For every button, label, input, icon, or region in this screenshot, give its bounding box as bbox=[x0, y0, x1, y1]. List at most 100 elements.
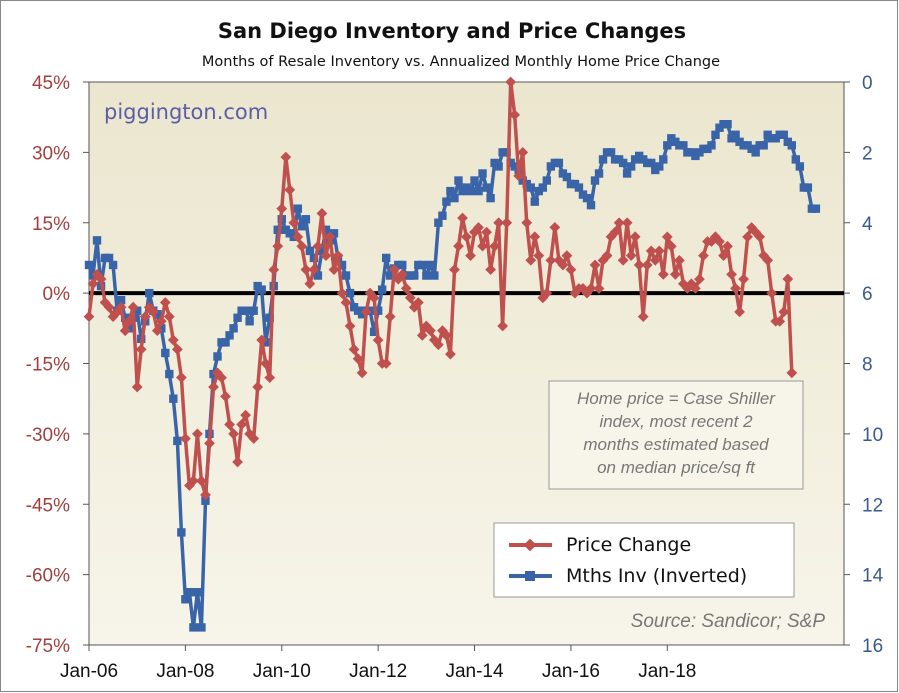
price-point bbox=[288, 217, 300, 229]
inventory-point bbox=[329, 229, 339, 238]
inventory-point bbox=[803, 183, 813, 192]
right-tick-label: 4 bbox=[862, 214, 873, 235]
inventory-point bbox=[309, 253, 319, 263]
series-line-0 bbox=[87, 80, 794, 497]
price-point bbox=[653, 245, 665, 257]
price-point bbox=[200, 489, 211, 501]
note-line-4: on median price/sq ft bbox=[597, 458, 756, 477]
price-point bbox=[171, 344, 183, 355]
inventory-point bbox=[751, 148, 760, 157]
price-point bbox=[690, 283, 701, 294]
inventory-point bbox=[723, 120, 732, 129]
inventory-point bbox=[381, 253, 391, 263]
inventory-point bbox=[108, 260, 118, 270]
inventory-point bbox=[345, 288, 355, 298]
inventory-point bbox=[598, 155, 608, 164]
price-point bbox=[778, 306, 790, 318]
legend: Price Change Mths Inv (Inverted) bbox=[493, 522, 795, 598]
price-point bbox=[224, 419, 235, 430]
inventory-point bbox=[173, 436, 182, 446]
right-axis: 0 2 4 6 8 10 12 14 16 bbox=[844, 73, 884, 657]
inventory-point bbox=[586, 200, 596, 210]
source-note: Source: Sandicor; S&P bbox=[631, 611, 826, 632]
inventory-point bbox=[482, 183, 491, 192]
note-line-3: months estimated based bbox=[583, 435, 769, 454]
price-point bbox=[163, 311, 175, 322]
price-point bbox=[308, 264, 320, 276]
inventory-point bbox=[265, 313, 274, 322]
inventory-point bbox=[157, 324, 166, 333]
inventory-point bbox=[257, 285, 266, 294]
inventory-point bbox=[606, 148, 616, 157]
price-point bbox=[139, 311, 151, 322]
price-point bbox=[432, 339, 444, 351]
price-point bbox=[380, 358, 392, 369]
inventory-point bbox=[663, 141, 672, 150]
inventory-point bbox=[426, 260, 435, 270]
inventory-point bbox=[241, 306, 250, 315]
price-point bbox=[425, 325, 436, 337]
x-tick-label: Jan-06 bbox=[60, 661, 118, 682]
price-point bbox=[360, 306, 372, 318]
left-tick-label: 0% bbox=[43, 284, 71, 305]
watermark: piggington.com bbox=[104, 100, 268, 124]
price-point bbox=[477, 240, 488, 252]
inventory-point bbox=[84, 260, 94, 270]
inventory-point bbox=[153, 310, 162, 319]
inventory-point bbox=[422, 271, 431, 280]
inventory-point bbox=[494, 162, 503, 171]
price-point bbox=[123, 315, 135, 327]
price-point bbox=[497, 320, 509, 332]
inventory-point bbox=[526, 183, 535, 192]
note-line-1: Home price = Case Shiller bbox=[577, 389, 776, 408]
inventory-point bbox=[811, 204, 821, 213]
inventory-point bbox=[373, 306, 383, 315]
inventory-point bbox=[116, 295, 126, 305]
inventory-point bbox=[647, 158, 656, 168]
inventory-point bbox=[707, 141, 716, 150]
inventory-point bbox=[377, 285, 387, 294]
inventory-point bbox=[474, 186, 483, 196]
note-line-2: index, most recent 2 bbox=[599, 412, 753, 431]
price-point bbox=[453, 240, 464, 252]
inventory-point bbox=[442, 197, 451, 206]
price-point bbox=[284, 184, 296, 196]
price-point bbox=[593, 283, 605, 294]
inventory-point bbox=[679, 141, 688, 150]
price-point bbox=[356, 367, 368, 379]
inventory-point bbox=[104, 253, 114, 263]
right-tick-label: 14 bbox=[862, 566, 884, 587]
price-point bbox=[264, 372, 276, 383]
right-tick-label: 6 bbox=[862, 284, 873, 305]
price-point bbox=[565, 264, 577, 276]
inventory-point bbox=[273, 225, 282, 234]
inventory-point bbox=[177, 528, 186, 537]
right-tick-label: 2 bbox=[862, 143, 873, 164]
inventory-point bbox=[189, 623, 198, 632]
legend-inventory-label: Mths Inv (Inverted) bbox=[566, 565, 747, 587]
x-tick-label: Jan-18 bbox=[638, 661, 696, 682]
price-point bbox=[115, 301, 127, 313]
inventory-point bbox=[165, 369, 174, 379]
inventory-point bbox=[261, 338, 270, 347]
legend-frame bbox=[493, 522, 795, 598]
price-point bbox=[316, 208, 328, 219]
inventory-point bbox=[213, 352, 222, 361]
x-tick-label: Jan-10 bbox=[253, 661, 311, 682]
inventory-point bbox=[582, 193, 592, 203]
price-point bbox=[252, 381, 264, 393]
left-axis: 45% 30% 15% 0% -15% -30% -45% -60% -75% bbox=[26, 73, 89, 657]
inventory-point bbox=[398, 260, 407, 270]
price-point bbox=[236, 419, 247, 430]
price-point bbox=[445, 348, 456, 360]
price-point bbox=[368, 292, 380, 304]
price-point bbox=[228, 428, 239, 440]
x-tick-label: Jan-14 bbox=[445, 661, 504, 682]
inventory-point bbox=[542, 176, 552, 185]
inventory-point bbox=[434, 218, 443, 227]
inventory-point bbox=[297, 222, 307, 231]
price-point bbox=[188, 475, 199, 487]
left-tick-label: -30% bbox=[26, 425, 70, 446]
inventory-point bbox=[369, 327, 379, 337]
